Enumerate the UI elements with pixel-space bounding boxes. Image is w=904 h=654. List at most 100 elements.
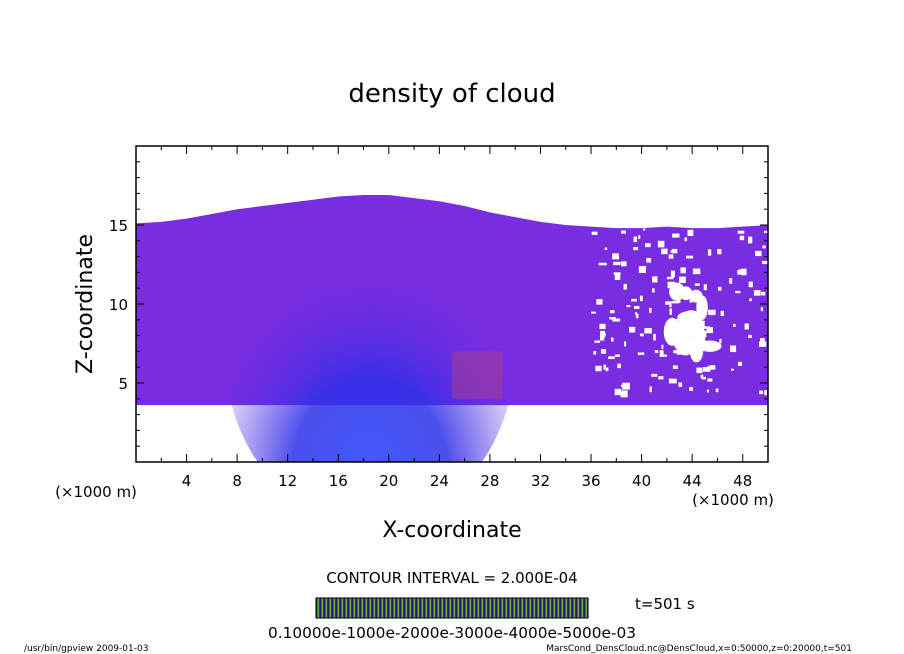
cloud-hole [759,341,767,347]
cloud-hole [761,291,766,296]
cloud-hole [762,245,766,249]
cloud-hole [666,276,674,280]
x-tick-label: 20 [379,472,398,490]
y-tick-label: 10 [109,296,128,314]
cloud-hole [671,300,680,304]
cloud-hole [670,270,675,278]
cloud-hole [675,332,696,356]
cloud-hole [719,338,722,344]
cloud-hole [598,262,607,266]
cloud-hole [753,290,761,296]
cloud-hole [646,257,652,263]
plot-area [136,177,768,462]
cloud-hole [633,236,638,243]
cloud-hole [644,328,652,334]
cloud-hole [749,298,752,302]
colorbar [315,597,589,619]
cloud-hole [653,333,656,341]
cloud-hole [700,374,704,379]
x-tick-label: 12 [278,472,297,490]
cloud-hole [720,310,725,316]
cloud-hole [729,278,733,284]
x-tick-label: 24 [430,472,449,490]
cloud-hole [715,388,719,393]
cloud-hole [629,326,636,333]
cloud-hole [755,250,762,257]
cloud-hole [735,290,741,294]
cloud-hole [669,301,672,308]
x-tick-label: 40 [632,472,651,490]
x-tick-label: 16 [329,472,348,490]
cloud-hole [737,230,745,234]
cloud-hole [652,276,658,283]
cloud-hole [617,363,621,369]
cloud-hole [702,367,711,372]
cloud-hole [703,326,711,329]
x-tick-label: 28 [480,472,499,490]
x-tick-label: 8 [232,472,242,490]
cloud-hole [609,310,615,314]
cloud-warm-patch [452,351,503,399]
cloud-hole [669,308,672,315]
cloud-hole [612,318,621,322]
cloud-hole [637,352,645,356]
cloud-hole [591,231,598,235]
x-unit-right: (×1000 m) [692,491,774,509]
x-tick-label: 36 [581,472,600,490]
contour-interval: CONTOUR INTERVAL = 2.000E-04 [326,569,577,587]
cloud-hole [615,354,620,357]
cloud-hole [620,390,628,398]
cloud-hole [651,373,658,377]
cloud-hole [692,268,701,275]
cloud-hole [608,356,615,360]
cloud-hole [697,325,705,331]
cloud-hole [639,333,644,337]
cloud-hole [679,276,686,284]
cloud-hole [661,344,664,349]
cloud-hole [652,288,655,293]
cloud-hole [689,298,693,303]
cloud-hole [747,236,753,244]
cloud-hole [622,382,630,390]
cloud-hole [717,286,722,291]
cloud-hole [668,254,674,259]
cloud-hole [620,384,624,387]
cloud-hole [634,312,638,315]
cloud-hole [737,361,743,366]
cloud-hole [739,235,745,241]
cloud-hole [730,368,734,371]
y-axis-label: Z-coordinate [73,234,98,374]
cloud-hole [684,237,688,242]
cloud-hole [680,267,686,274]
cloud-hole [658,376,664,380]
x-tick-label: 4 [182,472,192,490]
cloud-hole [668,378,677,384]
cloud-hole [703,284,707,291]
cloud-hole [733,323,736,327]
footer-left: /usr/bin/gpview 2009-01-03 [24,644,148,654]
cloud-hole [673,349,680,354]
cloud-hole [612,253,620,260]
cloud-hole [672,365,678,369]
cloud-hole [686,255,694,259]
x-unit-left: (×1000 m) [55,483,137,501]
cloud-hole [657,240,665,248]
cloud-hole [702,330,707,338]
x-axis-label: X-coordinate [382,518,521,543]
cloud-hole [748,334,752,339]
cloud-hole [593,350,597,355]
cloud-hole [744,323,749,330]
cloud-hole [707,378,713,382]
time-label: t=501 s [635,595,695,613]
cloud-hole [672,233,680,238]
footer-right: MarsCond_DensCloud.nc@DensCloud,x=0:5000… [546,644,852,654]
cloud-hole [649,386,652,393]
x-tick-label: 44 [683,472,702,490]
cloud-hole [600,333,605,341]
cloud-hole [763,230,768,234]
cloud-hole [599,323,606,330]
cloud-hole [614,388,622,396]
cloud-hole [614,273,621,280]
cloud-hole [760,338,765,343]
cloud-hole [603,364,607,370]
